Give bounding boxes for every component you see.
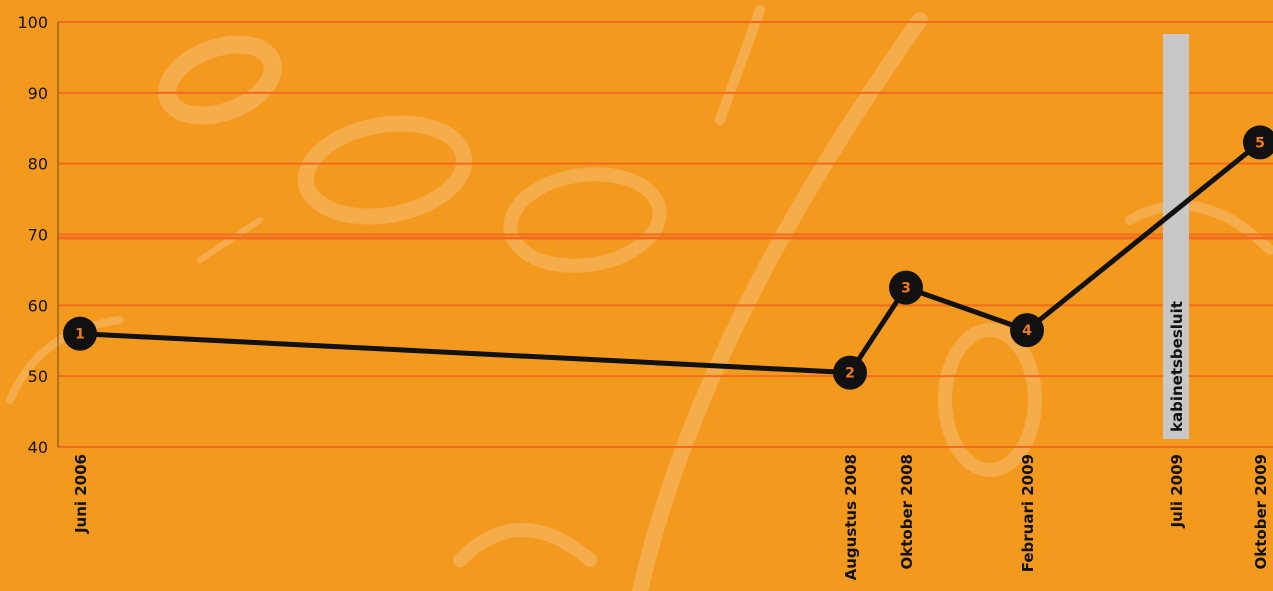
- annotation-band-label: kabinetsbesluit: [1168, 301, 1186, 432]
- background-decoration: [6, 5, 1273, 591]
- data-point-label-4: 4: [1022, 323, 1032, 339]
- x-tick-label-4: Februari 2009: [1019, 454, 1037, 572]
- data-point-label-2: 2: [845, 366, 855, 382]
- grid-lines: [58, 21, 1273, 448]
- data-point-4: [1010, 313, 1044, 348]
- x-tick-label-6: Oktober 2009: [1252, 454, 1270, 569]
- annotation-band-rect: [1163, 34, 1189, 439]
- x-tick-label-1: Juni 2006: [72, 454, 90, 534]
- annotation-band: kabinetsbesluit: [1163, 34, 1189, 439]
- x-tick-label-5: Juli 2009: [1168, 454, 1186, 529]
- y-tick-label-60: 60: [28, 296, 48, 315]
- data-point-2: [833, 355, 867, 390]
- y-tick-label-40: 40: [28, 438, 48, 457]
- x-tick-labels: Juni 2006 Augustus 2008 Oktober 2008 Februa…: [72, 454, 1270, 580]
- y-tick-label-90: 90: [28, 84, 48, 103]
- y-tick-label-50: 50: [28, 367, 48, 386]
- y-tick-labels: 40 50 60 70 80 90 100: [17, 13, 48, 457]
- series-path: [79, 140, 1262, 376]
- data-point-3: [889, 270, 923, 305]
- data-point-1: [63, 316, 97, 351]
- x-tick-label-2: Augustus 2008: [842, 454, 860, 580]
- y-tick-label-80: 80: [28, 155, 48, 174]
- y-tick-label-70: 70: [28, 226, 48, 245]
- series-line: [79, 140, 1262, 376]
- data-point-label-3: 3: [901, 281, 911, 297]
- data-point-label-5: 5: [1255, 135, 1265, 151]
- data-point-label-1: 1: [75, 327, 85, 343]
- data-point-5: [1243, 125, 1273, 160]
- data-markers: 1 2 3 4 5: [63, 125, 1273, 390]
- x-tick-label-3: Oktober 2008: [898, 454, 916, 569]
- y-tick-label-100: 100: [17, 13, 48, 32]
